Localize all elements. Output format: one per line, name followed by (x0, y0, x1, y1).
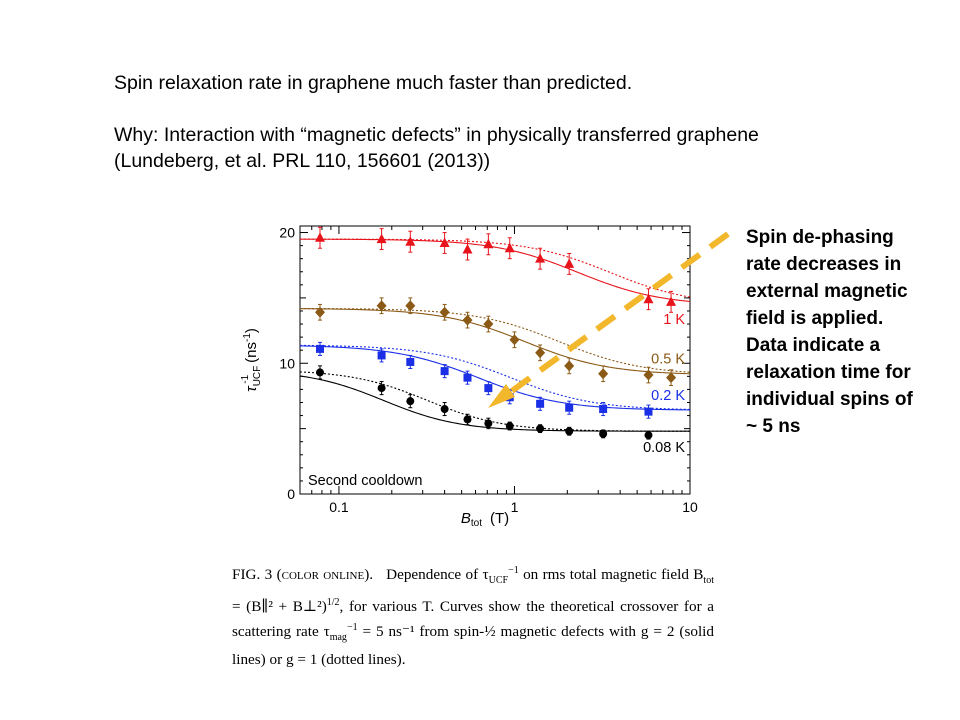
axes: 0.1 1 10 0 10 20 (279, 225, 698, 515)
data-point-square (565, 403, 574, 412)
caption-mag-sub: mag (329, 632, 347, 644)
data-point-square (406, 357, 415, 366)
data-point-square (316, 344, 325, 353)
caption-fig-label: FIG. 3 (color online). (232, 566, 374, 584)
solid-fit-curve (300, 308, 690, 375)
data-points (315, 226, 677, 440)
data-point-square (644, 407, 653, 416)
x-axis-label: Btot (T) (461, 510, 509, 529)
data-point-circle (536, 424, 545, 433)
caption-ucf-sup: −1 (508, 565, 519, 576)
data-point-triangle (666, 296, 677, 306)
y-axis-label-unit-sup: -1 (242, 333, 253, 342)
figure-plot: 0.1 1 10 0 10 20 1 K 0.5 K 0.2 K 0.08 K Second c… (240, 225, 698, 529)
data-point-diamond (439, 306, 450, 318)
data-point-diamond (315, 306, 326, 318)
intro-line-1: Spin relaxation rate in graphene much fa… (114, 72, 633, 94)
y-axis-label-sup: -1 (240, 374, 251, 383)
plot-frame (299, 225, 691, 495)
annotation-second-cooldown: Second cooldown (308, 473, 422, 489)
data-point-triangle (504, 242, 515, 253)
data-point-triangle (405, 236, 416, 246)
data-point-circle (644, 431, 653, 440)
data-point-circle (316, 368, 325, 377)
caption-text-before: Dependence of τ (386, 566, 489, 584)
data-point-triangle (315, 232, 326, 242)
data-point-diamond (483, 318, 494, 330)
intro-line-2: Why: Interaction with “magnetic defects”… (114, 124, 759, 172)
caption-text-end: = 5 ns⁻¹ from spin-½ magnetic defects wi… (232, 623, 714, 668)
dotted-fit-curve (300, 238, 690, 298)
caption-mag-sup: −1 (346, 622, 358, 634)
fit-curves (300, 238, 690, 432)
callout-text: Spin de-phasing rate decreases in extern… (746, 227, 913, 437)
data-point-square (440, 367, 449, 376)
x-axis-label-sub: tot (471, 518, 482, 529)
dotted-fit-curve (300, 307, 690, 373)
dotted-fit-curve (300, 371, 690, 432)
data-point-triangle (483, 238, 494, 249)
data-point-circle (377, 384, 386, 393)
y-axis-label-sub: UCF (252, 366, 263, 387)
data-point-circle (406, 397, 415, 406)
data-point-triangle (535, 253, 546, 263)
data-point-circle (505, 422, 514, 431)
y-axis-label: τUCF-1(ns-1) (240, 328, 263, 392)
caption-paragraph: FIG. 3 (color online). Dependence of τUC… (232, 560, 714, 670)
data-point-circle (463, 415, 472, 424)
data-point-square (484, 384, 493, 393)
x-axis-label-unit: (T) (490, 510, 509, 527)
dotted-fit-curve (300, 344, 690, 410)
y-axis-label-unit: (ns (243, 342, 260, 363)
x-tick-label: 1 (511, 499, 519, 515)
data-point-square (599, 405, 608, 414)
solid-fit-curve (300, 345, 690, 411)
data-point-triangle (439, 237, 450, 247)
series-label: 0.5 K (651, 351, 685, 367)
data-point-square (505, 393, 514, 402)
data-point-diamond (405, 300, 416, 312)
caption-ucf-sub: UCF (488, 575, 509, 587)
y-tick-label: 20 (279, 225, 295, 241)
data-point-circle (484, 419, 493, 428)
data-point-square (463, 373, 472, 382)
data-point-square (377, 351, 386, 360)
intro-text: Spin relaxation rate in graphene much fa… (114, 70, 834, 174)
caption-text-mid1: on rms total magnetic field B (518, 566, 704, 584)
data-point-triangle (643, 293, 654, 304)
data-point-diamond (564, 360, 575, 372)
caption-formula: = (B∥² + B⊥²) (232, 597, 327, 615)
data-point-triangle (564, 258, 575, 268)
caption-tot-sub: tot (703, 575, 714, 587)
data-point-circle (440, 405, 449, 414)
data-point-diamond (598, 368, 609, 380)
data-point-circle (565, 427, 574, 436)
caption-formula-sup: 1/2 (326, 596, 340, 608)
data-point-triangle (376, 233, 387, 244)
data-point-diamond (666, 372, 677, 384)
x-tick-label: 10 (682, 499, 698, 515)
y-tick-label: 0 (287, 486, 295, 502)
data-point-diamond (376, 300, 387, 312)
x-axis-label-main: B (461, 510, 471, 527)
caption-text-mid2: , for various T. Curves show the theoret… (232, 597, 714, 641)
series-label: 0.2 K (651, 388, 685, 404)
intro-gap (114, 96, 834, 122)
data-point-triangle (462, 244, 473, 254)
data-point-diamond (462, 314, 473, 326)
y-axis-label-close: ) (243, 328, 260, 333)
data-point-square (536, 399, 545, 408)
series-label: 1 K (663, 312, 685, 328)
y-tick-label: 10 (279, 355, 295, 371)
y-axis-label-main: τ (243, 385, 260, 392)
data-point-circle (599, 429, 608, 438)
x-tick-label: 0.1 (329, 499, 349, 515)
solid-fit-curve (300, 238, 690, 302)
series-label: 0.08 K (643, 440, 685, 456)
figure-caption: FIG. 3 (color online). Dependence of τUC… (232, 560, 714, 670)
